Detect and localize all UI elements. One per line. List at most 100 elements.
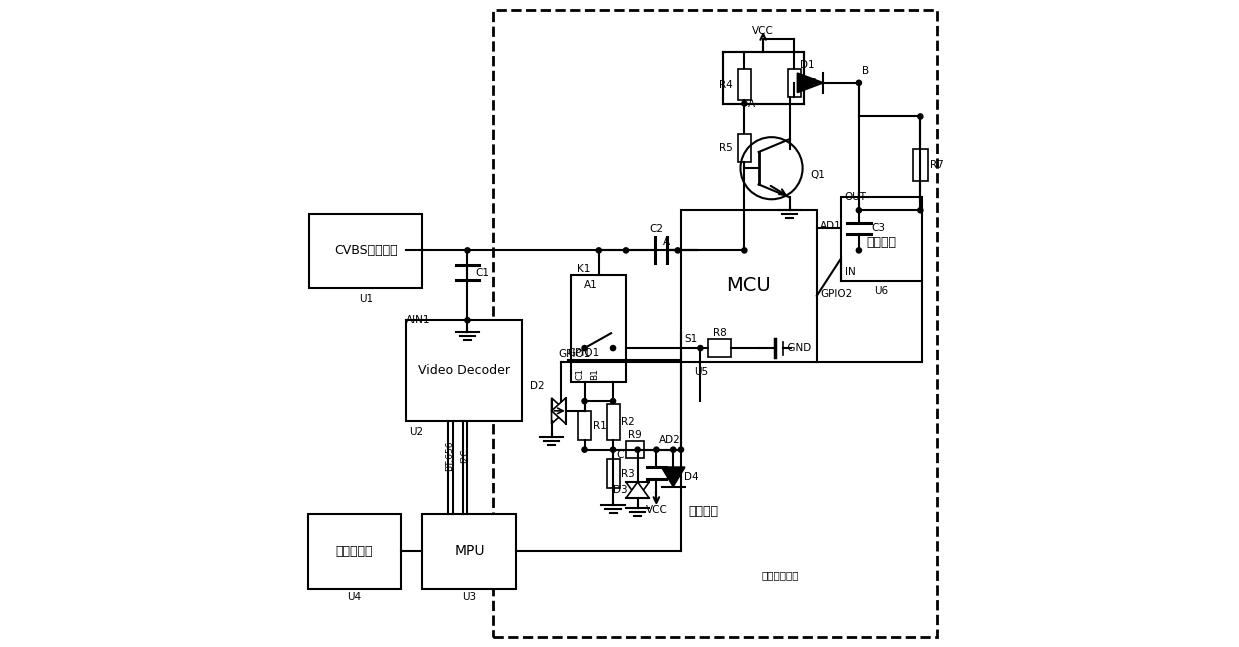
- Circle shape: [654, 447, 659, 452]
- Circle shape: [670, 447, 675, 452]
- Text: B: B: [862, 67, 870, 76]
- Circle shape: [918, 114, 923, 119]
- Text: U1: U1: [359, 294, 373, 304]
- Text: A1: A1: [584, 280, 597, 289]
- Text: C2: C2: [649, 225, 663, 234]
- Polygon shape: [626, 482, 649, 498]
- Polygon shape: [798, 73, 823, 93]
- Text: A: A: [663, 237, 670, 247]
- Bar: [607, 404, 620, 440]
- Circle shape: [856, 80, 861, 85]
- Text: D4: D4: [684, 472, 699, 482]
- Text: Q1: Q1: [810, 170, 825, 180]
- Text: K1: K1: [577, 263, 591, 274]
- Circle shape: [742, 101, 747, 106]
- Text: CVBS信号输入: CVBS信号输入: [335, 244, 398, 257]
- Text: 倒车信号输入: 倒车信号输入: [762, 571, 799, 580]
- Text: GPIO2: GPIO2: [820, 289, 852, 300]
- Bar: [738, 134, 751, 162]
- Circle shape: [582, 447, 587, 452]
- Text: R3: R3: [622, 468, 636, 479]
- Text: C1: C1: [476, 268, 489, 278]
- Text: D2: D2: [530, 382, 545, 391]
- Text: Video Decoder: Video Decoder: [419, 364, 510, 377]
- Text: U3: U3: [462, 592, 477, 602]
- Text: AD1: AD1: [820, 221, 841, 232]
- Text: C4: C4: [667, 467, 680, 477]
- Bar: [709, 339, 731, 357]
- Circle shape: [856, 248, 861, 253]
- Text: ·GND: ·GND: [784, 343, 812, 353]
- Circle shape: [679, 447, 684, 452]
- Bar: [607, 459, 620, 488]
- Text: S1: S1: [684, 334, 698, 344]
- Text: U5: U5: [694, 367, 707, 377]
- Bar: [309, 214, 422, 288]
- Text: 串口通信: 串口通信: [689, 505, 719, 518]
- Text: BT.656: BT.656: [446, 441, 455, 472]
- Circle shape: [596, 248, 601, 253]
- Text: AD2: AD2: [659, 435, 681, 445]
- Text: MPU: MPU: [455, 544, 484, 558]
- Text: GPIO1: GPIO1: [558, 349, 590, 359]
- Text: R7: R7: [930, 160, 944, 170]
- Text: R9: R9: [628, 430, 642, 440]
- Bar: [913, 149, 928, 181]
- Circle shape: [623, 248, 628, 253]
- Circle shape: [742, 248, 747, 253]
- Text: B1: B1: [591, 368, 600, 380]
- Circle shape: [636, 447, 641, 452]
- Text: A: A: [747, 98, 755, 109]
- Bar: [571, 275, 626, 382]
- Text: 液晶显示屏: 液晶显示屏: [336, 545, 373, 558]
- Text: MCU: MCU: [726, 276, 771, 296]
- Text: D1: D1: [800, 60, 814, 70]
- Text: AIN1: AIN1: [406, 316, 430, 325]
- Text: IN: IN: [845, 267, 855, 277]
- Bar: [579, 411, 591, 440]
- Text: U2: U2: [409, 427, 424, 437]
- Polygon shape: [662, 467, 685, 487]
- Text: C: C: [616, 450, 623, 459]
- Text: I2C: I2C: [460, 449, 468, 463]
- Polygon shape: [551, 398, 566, 424]
- Bar: [406, 320, 523, 421]
- Text: OUT: OUT: [845, 192, 866, 202]
- Text: R8: R8: [712, 328, 726, 338]
- Bar: [422, 514, 515, 589]
- Bar: [724, 52, 804, 104]
- Text: R1: R1: [593, 421, 607, 431]
- Text: GPIO1: GPIO1: [567, 348, 600, 358]
- Text: VCC: VCC: [646, 505, 668, 514]
- Bar: [626, 441, 644, 458]
- Text: U4: U4: [347, 592, 362, 602]
- Text: C1: C1: [575, 367, 585, 380]
- Text: R6: R6: [803, 78, 817, 88]
- Circle shape: [582, 399, 587, 404]
- Bar: [841, 197, 922, 281]
- Text: R4: R4: [719, 80, 732, 90]
- Circle shape: [611, 399, 616, 404]
- Circle shape: [465, 318, 470, 323]
- Polygon shape: [626, 482, 649, 498]
- Circle shape: [465, 248, 470, 253]
- Text: U6: U6: [875, 286, 888, 296]
- Circle shape: [698, 345, 703, 351]
- Circle shape: [856, 208, 861, 213]
- Text: R5: R5: [719, 142, 732, 153]
- Polygon shape: [551, 398, 566, 424]
- Circle shape: [611, 345, 616, 351]
- Text: C3: C3: [872, 223, 886, 234]
- Bar: [738, 69, 751, 100]
- Circle shape: [582, 345, 587, 351]
- Bar: [788, 69, 800, 97]
- Bar: [681, 210, 817, 362]
- Text: D3: D3: [613, 485, 628, 496]
- Circle shape: [918, 208, 923, 213]
- Bar: [307, 514, 401, 589]
- Text: VCC: VCC: [752, 26, 774, 36]
- Circle shape: [611, 447, 616, 452]
- Text: 信号检测: 信号检测: [866, 236, 897, 249]
- Circle shape: [675, 248, 680, 253]
- Bar: [493, 10, 937, 637]
